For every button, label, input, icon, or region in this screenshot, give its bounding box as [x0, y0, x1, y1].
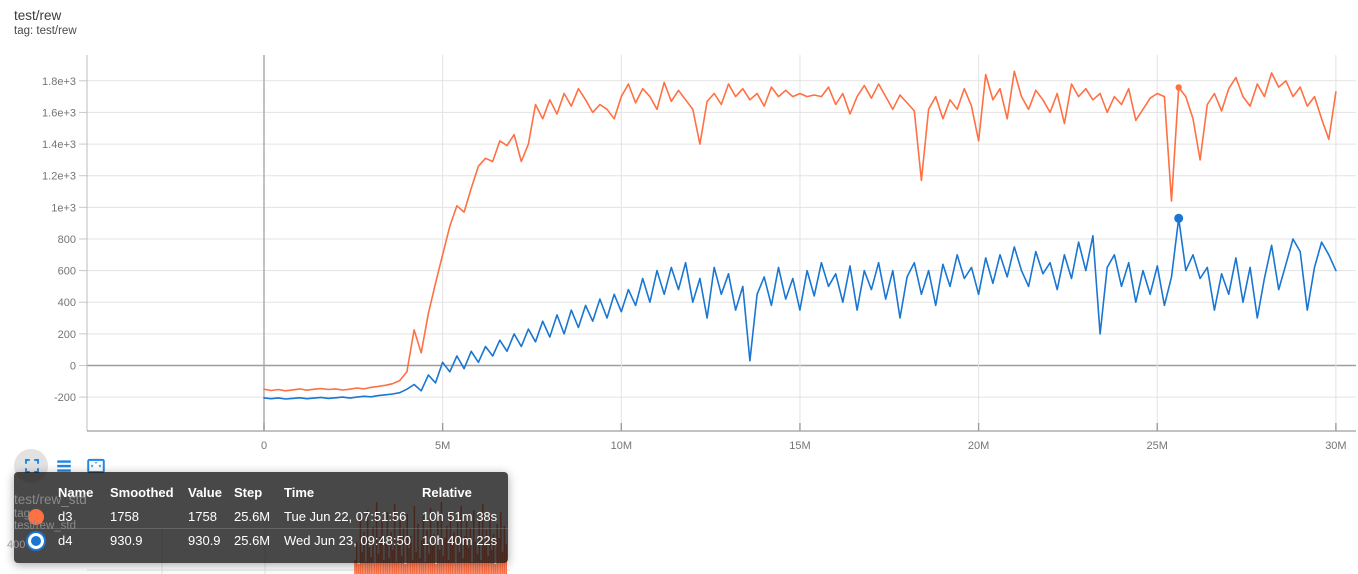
run-color-swatch-d3: [28, 508, 44, 525]
card-header: test/rew tag: test/rew: [14, 8, 77, 38]
tooltip-header-name: Name: [58, 484, 94, 500]
highlight-dot-d3: [1175, 84, 1182, 91]
x-tick-label: 0: [261, 440, 267, 452]
card-tag: tag: test/rew: [14, 25, 77, 37]
y-tick-label: 600: [58, 266, 76, 278]
tooltip-row-d4: d4 930.9 930.9 25.6M Wed Jun 23, 09:48:5…: [14, 528, 508, 552]
y-tick-label: 1.4e+3: [42, 139, 76, 151]
tooltip-header-step: Step: [234, 484, 263, 500]
run-value: 1758: [188, 509, 217, 524]
x-tick-label: 10M: [611, 440, 632, 452]
series-line-d4: [263, 217, 1337, 400]
y-tick-label: 200: [58, 329, 76, 341]
series-line-d3: [263, 70, 1337, 392]
y-tick-label: 0: [70, 361, 76, 373]
run-time: Wed Jun 23, 09:48:50: [284, 533, 411, 548]
highlight-dot-d4: [1174, 213, 1184, 223]
tooltip-header-smoothed: Smoothed: [110, 484, 174, 500]
y-tick-label: 400: [58, 297, 76, 309]
y-tick-label: 1.2e+3: [42, 171, 76, 183]
fullscreen-button[interactable]: [16, 450, 48, 482]
axes: -200 0 200 400 600 800 1e+3 1.2e+3 1.4e+3 1.6e+3 1…: [42, 55, 1356, 452]
fullscreen-icon: [25, 459, 39, 473]
run-relative: 10h 51m 38s: [422, 509, 498, 524]
gridlines: [87, 55, 1356, 431]
card-title: test/rew: [14, 8, 62, 23]
y-tick-label: 1e+3: [51, 202, 76, 214]
run-time: Tue Jun 22, 07:51:56: [284, 509, 407, 524]
x-tick-label: 25M: [1147, 440, 1168, 452]
run-smoothed: 1758: [110, 509, 139, 524]
x-tick-label: 15M: [789, 440, 810, 452]
y-tick-label: 1.6e+3: [42, 107, 76, 119]
data-menu-icon: [57, 460, 71, 472]
run-value: 930.9: [188, 533, 221, 548]
x-tick-label: 30M: [1325, 440, 1346, 452]
tooltip-header-value: Value: [188, 484, 222, 500]
run-name: d4: [58, 533, 73, 548]
series-lines: [263, 70, 1337, 400]
run-color-swatch-d4: [28, 532, 44, 549]
hover-tooltip: Name Smoothed Value Step Time Relative d…: [14, 472, 508, 563]
run-step: 25.6M: [234, 533, 271, 548]
run-relative: 10h 40m 22s: [422, 533, 498, 548]
x-tick-label: 5M: [435, 440, 450, 452]
x-tick-label: 20M: [968, 440, 989, 452]
tooltip-header-time: Time: [284, 484, 315, 500]
tooltip-header-relative: Relative: [422, 484, 472, 500]
y-tick-label: 1.8e+3: [42, 76, 76, 88]
run-smoothed: 930.9: [110, 533, 143, 548]
y-tick-label: 800: [58, 234, 76, 246]
data-menu-button[interactable]: [48, 450, 80, 482]
tooltip-row-d3: d3 1758 1758 25.6M Tue Jun 22, 07:51:56 …: [14, 505, 508, 528]
tooltip-header-row: Name Smoothed Value Step Time Relative: [14, 479, 508, 505]
y-tick-label: -200: [54, 392, 76, 404]
run-step: 25.6M: [234, 509, 271, 524]
run-name: d3: [58, 509, 73, 524]
